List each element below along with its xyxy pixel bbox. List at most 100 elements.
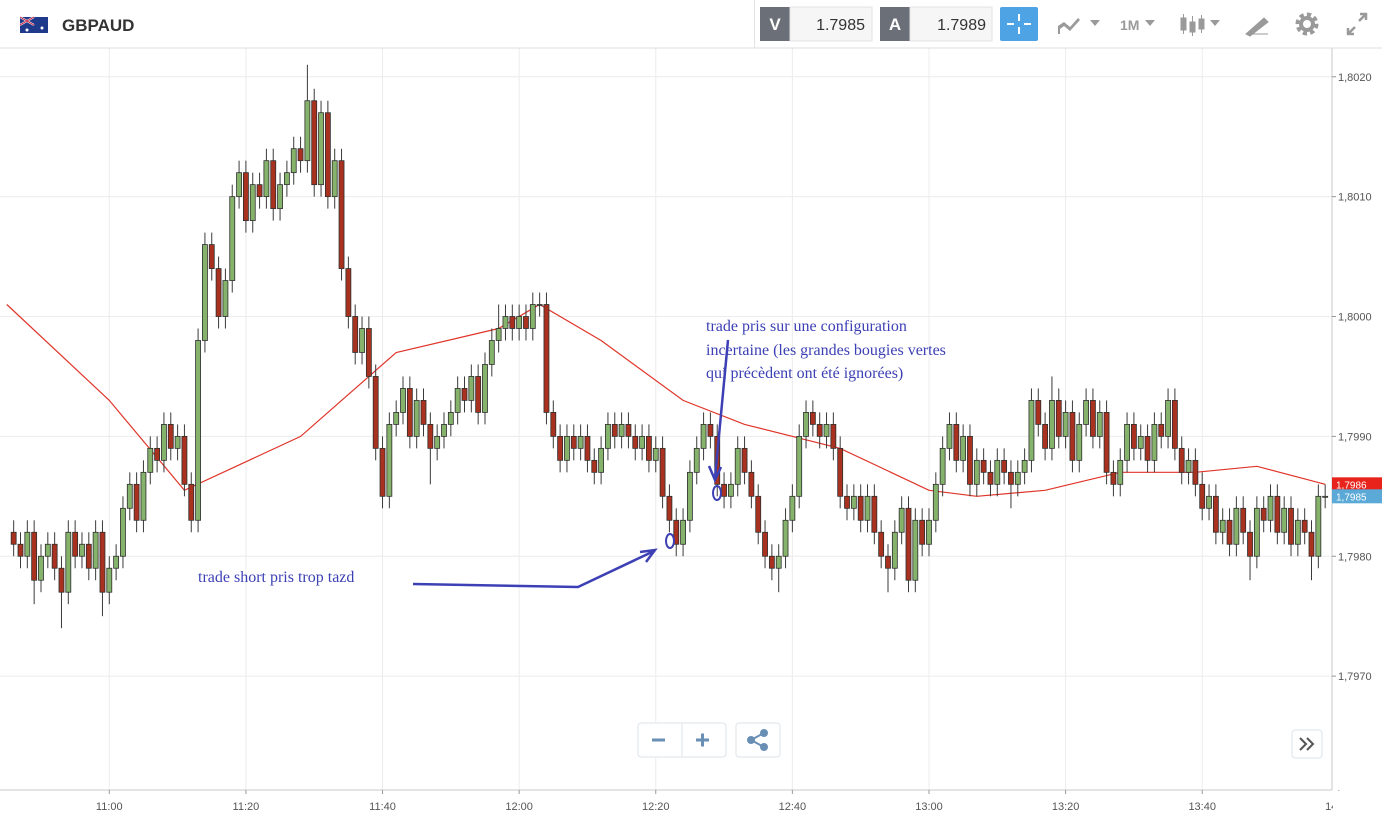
candle-body (1055, 400, 1062, 437)
candle-body (652, 447, 659, 461)
zoom-in-button[interactable] (696, 733, 709, 747)
candle-body (454, 388, 461, 413)
candle-body (1274, 495, 1281, 533)
annotation-arrow (707, 339, 730, 484)
settings-button[interactable] (1295, 12, 1319, 36)
candle-body (1035, 400, 1042, 425)
candle-body (557, 435, 564, 461)
candle-body (434, 435, 441, 449)
y-tick-label: 1,8020 (1338, 72, 1372, 84)
candle-body (324, 112, 331, 198)
candle-body (591, 459, 598, 473)
candle-body (775, 555, 782, 569)
draw-tool-button[interactable] (1245, 17, 1269, 37)
axis-corner (1333, 791, 1382, 824)
x-tick-label: 13:20 (1052, 801, 1080, 813)
x-tick-label: 12:40 (779, 801, 807, 813)
candle-body (92, 531, 99, 569)
candle-body (632, 435, 639, 449)
candle-body (926, 519, 932, 545)
annotation-text: trade pris sur une configuration (706, 318, 907, 335)
share-icon (747, 729, 768, 751)
candle-body (905, 507, 912, 581)
candle-body (741, 447, 748, 473)
symbol: GBPAUD (62, 16, 134, 35)
candle-body (1294, 519, 1301, 545)
candle-body (133, 483, 140, 521)
candle-body (721, 483, 727, 497)
candle-body (598, 447, 605, 473)
candle-body (673, 519, 680, 545)
x-axis-panel (0, 790, 1332, 824)
x-tick-label: 13:00 (915, 801, 943, 813)
fullscreen-button[interactable] (1346, 12, 1368, 36)
candle-body (796, 435, 803, 497)
sell-button[interactable] (760, 7, 790, 41)
annotations: trade short pris trop tazd trade pris su… (198, 318, 946, 589)
candle-body (830, 423, 837, 449)
candle-body (1212, 495, 1219, 533)
candle-body (1049, 400, 1055, 449)
candle-body (864, 495, 871, 521)
candle-body (482, 364, 488, 413)
candle-body (1260, 507, 1267, 521)
candle-body (202, 244, 208, 341)
buy-price-box[interactable] (909, 6, 993, 42)
candle-body (1308, 531, 1315, 557)
annotation-arrow (412, 548, 658, 589)
candle-body (420, 400, 427, 425)
candle-body (1144, 435, 1151, 461)
candle-body (850, 495, 857, 509)
candle-body (1185, 459, 1192, 473)
candle-body (208, 244, 215, 269)
x-tick-label: 11:00 (96, 801, 123, 813)
candle-body (953, 423, 960, 461)
x-tick-label: 11:40 (369, 801, 396, 813)
candle-body (782, 519, 789, 557)
candle-body (24, 531, 31, 557)
candle-body (871, 495, 878, 533)
candle-body (174, 435, 181, 449)
candle-body (1281, 507, 1288, 533)
candle-body (967, 435, 973, 485)
candle-type-button[interactable] (1180, 14, 1220, 36)
candle-body (331, 160, 338, 198)
header: GBPAUD V 1.7985 A 1.7989 1M (0, 0, 1382, 49)
candle-body (1199, 483, 1206, 509)
timeframe[interactable]: 1M (1120, 17, 1139, 33)
candle-body (1315, 495, 1322, 557)
candle-body (1322, 495, 1329, 498)
buy-button[interactable] (880, 7, 910, 41)
candle-body (509, 316, 516, 329)
candle-body (687, 471, 693, 521)
candle-body (222, 280, 229, 317)
candle-body (427, 423, 434, 449)
candle-body (939, 447, 946, 485)
candle-body (891, 531, 898, 569)
share-button[interactable] (735, 722, 781, 758)
sell-price-box[interactable] (789, 6, 873, 42)
candle-body (1124, 423, 1130, 461)
candle-body (161, 423, 167, 461)
timeframe-caret (1145, 20, 1155, 26)
candle-body (379, 447, 386, 497)
candle-body (468, 376, 475, 401)
candle-body (1096, 412, 1103, 437)
annotation-text: qui précèdent ont été ignorées) (706, 365, 903, 382)
chart-type-button[interactable] (1058, 18, 1100, 34)
candle-body (181, 435, 188, 485)
candle-body (1240, 507, 1247, 533)
crosshair-button[interactable] (1000, 7, 1038, 41)
candle-body (1171, 400, 1178, 449)
candle-body (106, 567, 113, 593)
y-tick-label: 1,7970 (1338, 671, 1372, 683)
candle-body (297, 148, 304, 162)
candle-body (666, 495, 673, 521)
candle-body (51, 543, 58, 569)
candle-body (1151, 423, 1158, 461)
candle-body (960, 435, 967, 461)
candle-body (113, 555, 120, 569)
candle-body (1110, 471, 1117, 485)
candle-body (1021, 459, 1028, 473)
